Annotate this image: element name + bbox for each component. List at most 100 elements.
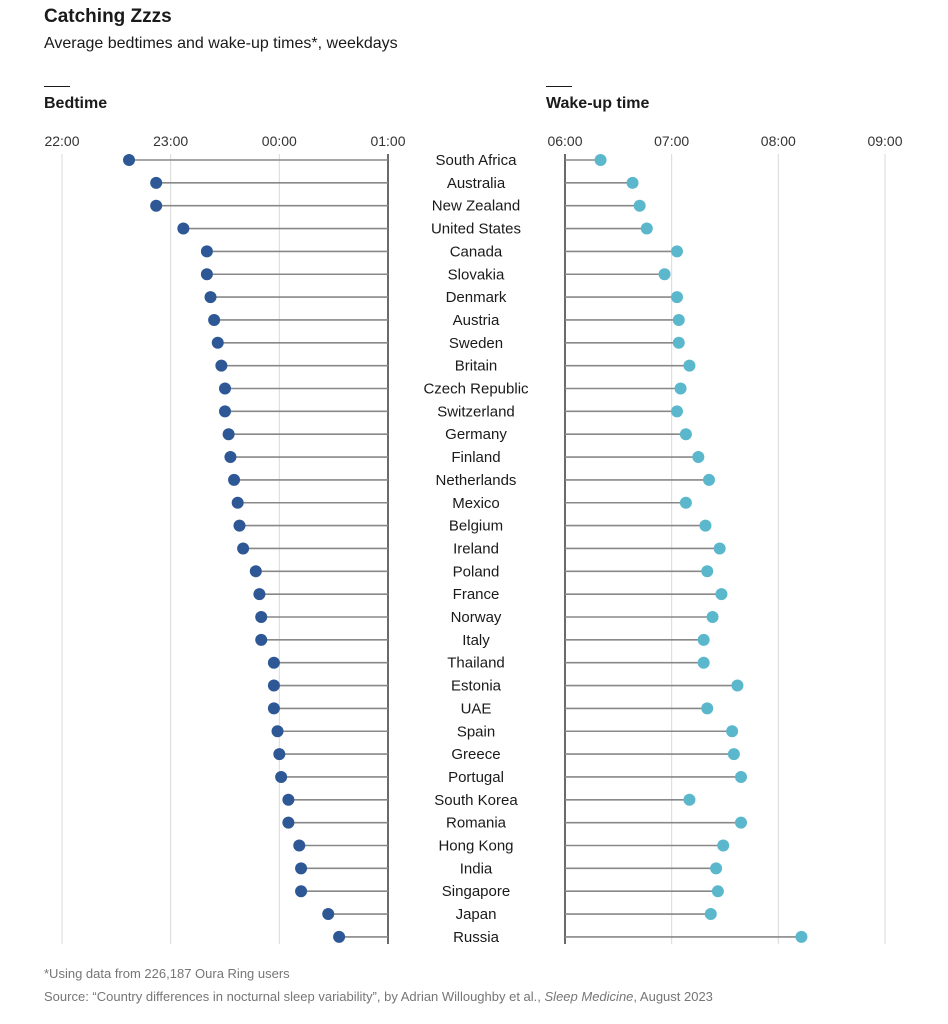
wakeup-dot-austria — [672, 313, 685, 326]
country-label-estonia: Estonia — [451, 678, 502, 695]
country-label-germany: Germany — [445, 426, 507, 443]
country-label-norway: Norway — [451, 609, 502, 626]
country-label-japan: Japan — [456, 906, 497, 923]
wakeup-dot-singapore — [711, 885, 724, 898]
bedtime-dot-russia — [333, 930, 346, 943]
country-label-poland: Poland — [453, 563, 500, 580]
bedtime-dot-slovakia — [200, 268, 213, 281]
country-label-netherlands: Netherlands — [436, 472, 517, 489]
bedtime-dot-norway — [255, 611, 268, 623]
wakeup-dot-russia — [795, 930, 808, 943]
bedtime-dot-south-korea — [282, 793, 295, 806]
country-label-south-africa: South Africa — [436, 152, 518, 169]
bedtime-dot-australia — [150, 176, 163, 189]
country-label-denmark: Denmark — [446, 289, 507, 306]
bedtime-dot-germany — [222, 428, 235, 441]
country-label-united-states: United States — [431, 221, 521, 238]
bedtime-dot-uae — [267, 702, 280, 715]
bedtime-dot-finland — [224, 451, 237, 464]
country-label-singapore: Singapore — [442, 883, 510, 900]
wakeup-dot-italy — [697, 633, 710, 646]
chart-subtitle: Average bedtimes and wake-up times*, wee… — [44, 35, 398, 52]
wakeup-dot-united-states — [640, 222, 653, 235]
country-label-south-korea: South Korea — [434, 792, 518, 809]
wakeup-dot-czech-republic — [674, 382, 687, 395]
country-label-slovakia: Slovakia — [448, 266, 505, 283]
country-label-sweden: Sweden — [449, 335, 503, 352]
wakeup-dot-india — [710, 862, 723, 875]
bedtime-dot-czech-republic — [219, 382, 231, 395]
wakeup-tick-label: 08:00 — [761, 133, 796, 149]
bedtime-title-rule — [44, 86, 70, 87]
country-label-canada: Canada — [450, 243, 503, 260]
bedtime-tick-label: 01:00 — [370, 133, 405, 149]
bedtime-dot-estonia — [267, 679, 280, 692]
wakeup-dot-thailand — [697, 656, 710, 669]
bedtime-dot-new-zealand — [150, 199, 163, 212]
bedtime-dot-united-states — [177, 222, 190, 235]
wakeup-dot-denmark — [671, 291, 683, 304]
country-label-finland: Finland — [451, 449, 500, 466]
bedtime-dot-south-africa — [123, 154, 136, 166]
bedtime-dot-portugal — [275, 770, 288, 783]
bedtime-dot-singapore — [295, 885, 308, 898]
wakeup-dot-spain — [726, 725, 739, 738]
bedtime-dot-thailand — [267, 656, 280, 669]
wakeup-panel-title: Wake-up time — [546, 95, 650, 112]
country-label-romania: Romania — [446, 815, 507, 832]
wakeup-dot-switzerland — [671, 405, 683, 418]
country-label-india: India — [460, 860, 493, 877]
wakeup-dot-hong-kong — [717, 839, 730, 852]
country-label-spain: Spain — [457, 723, 495, 740]
country-label-belgium: Belgium — [449, 518, 503, 535]
bedtime-dot-denmark — [204, 291, 217, 304]
source-note: Source: “Country differences in nocturna… — [44, 989, 713, 1004]
wakeup-dot-japan — [704, 908, 717, 921]
wakeup-dot-ireland — [713, 542, 726, 555]
wakeup-dot-belgium — [699, 519, 712, 532]
country-label-australia: Australia — [447, 175, 506, 192]
country-label-france: France — [453, 586, 500, 603]
bedtime-dot-switzerland — [219, 405, 231, 418]
bedtime-tick-label: 00:00 — [262, 133, 297, 149]
country-label-portugal: Portugal — [448, 769, 504, 786]
bedtime-tick-label: 23:00 — [153, 133, 188, 149]
bedtime-dot-britain — [215, 359, 228, 372]
wakeup-dot-australia — [626, 176, 639, 189]
wakeup-dot-slovakia — [658, 268, 671, 281]
wakeup-title-rule — [546, 86, 572, 87]
source-journal: Sleep Medicine — [544, 989, 634, 1004]
country-label-hong-kong: Hong Kong — [438, 838, 513, 855]
wakeup-dot-romania — [735, 816, 747, 829]
country-label-czech-republic: Czech Republic — [423, 381, 529, 398]
source-suffix: , August 2023 — [633, 989, 713, 1004]
chart-title: Catching Zzzs — [44, 6, 172, 27]
wakeup-dot-sweden — [672, 336, 685, 349]
wakeup-dot-greece — [727, 748, 740, 761]
country-label-britain: Britain — [455, 358, 498, 375]
country-label-italy: Italy — [462, 632, 490, 649]
bedtime-dot-netherlands — [228, 473, 241, 486]
bedtime-dot-romania — [282, 816, 295, 829]
wakeup-dot-estonia — [731, 679, 744, 692]
wakeup-dot-canada — [671, 245, 683, 258]
country-label-new-zealand: New Zealand — [432, 198, 520, 215]
country-label-switzerland: Switzerland — [437, 403, 515, 420]
wakeup-dot-netherlands — [703, 473, 715, 486]
bedtime-dot-italy — [255, 633, 268, 646]
bedtime-tick-label: 22:00 — [44, 133, 79, 149]
bedtime-dot-japan — [322, 908, 335, 921]
bedtime-dot-france — [253, 588, 266, 601]
footnote: *Using data from 226,187 Oura Ring users — [44, 966, 290, 981]
wakeup-dot-south-korea — [683, 793, 696, 806]
bedtime-dot-greece — [273, 748, 286, 761]
bedtime-dot-ireland — [237, 542, 250, 555]
wakeup-tick-label: 09:00 — [867, 133, 902, 149]
wakeup-dot-norway — [706, 611, 719, 623]
country-label-russia: Russia — [453, 929, 500, 946]
bedtime-dot-mexico — [231, 496, 244, 509]
wakeup-dot-britain — [683, 359, 696, 372]
bedtime-dot-sweden — [211, 336, 224, 349]
country-label-greece: Greece — [451, 746, 500, 763]
